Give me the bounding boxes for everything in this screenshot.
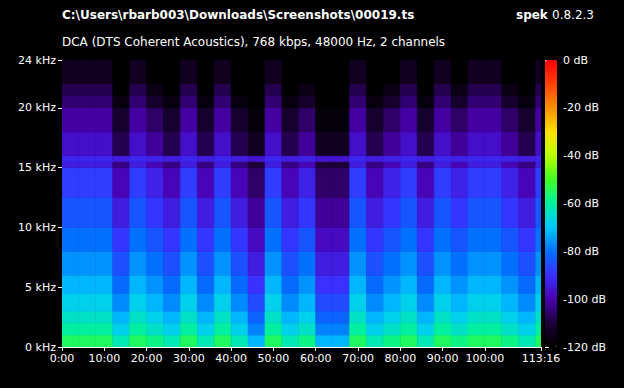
- svg-text:0 dB: 0 dB: [563, 54, 588, 67]
- svg-text:113:16: 113:16: [522, 352, 561, 365]
- svg-text:20:00: 20:00: [131, 352, 163, 365]
- svg-text:0:00: 0:00: [50, 352, 75, 365]
- svg-text:100:00: 100:00: [466, 352, 505, 365]
- svg-text:0.8.2.3: 0.8.2.3: [552, 8, 594, 22]
- svg-text:-100 dB: -100 dB: [563, 293, 606, 306]
- svg-text:15 kHz: 15 kHz: [18, 161, 56, 174]
- svg-text:5 kHz: 5 kHz: [25, 281, 56, 294]
- svg-text:10 kHz: 10 kHz: [18, 221, 56, 234]
- svg-text:10:00: 10:00: [88, 352, 120, 365]
- svg-text:40:00: 40:00: [215, 352, 247, 365]
- svg-text:-120 dB: -120 dB: [563, 341, 606, 354]
- svg-text:90:00: 90:00: [427, 352, 459, 365]
- svg-text:60:00: 60:00: [300, 352, 332, 365]
- svg-text:0 kHz: 0 kHz: [25, 340, 56, 354]
- svg-text:-60 dB: -60 dB: [563, 197, 599, 210]
- svg-text:50:00: 50:00: [258, 352, 290, 365]
- svg-text:-40 dB: -40 dB: [563, 149, 599, 162]
- svg-text:24 kHz: 24 kHz: [18, 54, 56, 67]
- svg-text:30:00: 30:00: [173, 352, 205, 365]
- svg-text:DCA (DTS Coherent Acoustics),: DCA (DTS Coherent Acoustics), 768 kbps, …: [62, 35, 445, 49]
- svg-text:-20 dB: -20 dB: [563, 101, 599, 114]
- svg-text:70:00: 70:00: [342, 352, 374, 365]
- svg-text:C:\Users\rbarb003\Downloads\Sc: C:\Users\rbarb003\Downloads\Screenshots\…: [62, 8, 414, 22]
- svg-text:-80 dB: -80 dB: [563, 245, 599, 258]
- svg-text:80:00: 80:00: [384, 352, 416, 365]
- svg-text:spek: spek: [516, 8, 549, 22]
- svg-text:20 kHz: 20 kHz: [18, 101, 56, 114]
